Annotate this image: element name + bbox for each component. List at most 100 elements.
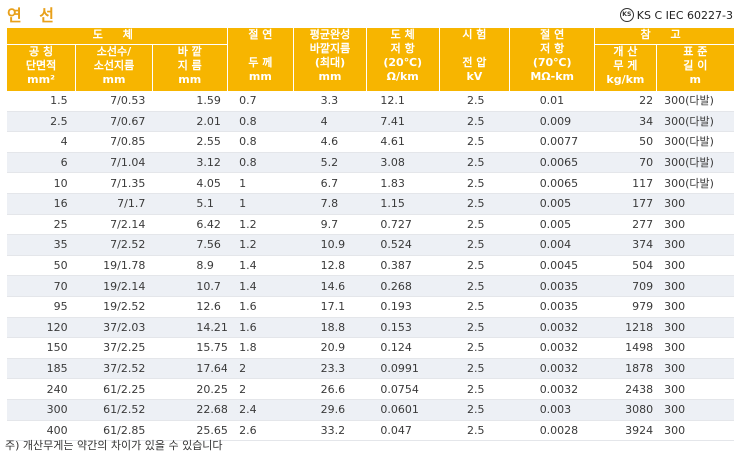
table-cell: 9.7	[293, 214, 367, 236]
table-row: 10 7/1.35 4.05 1 6.7 1.83 2.5 0.0065 117 300(다발)	[7, 172, 734, 194]
table-cell: 8.9	[152, 255, 228, 277]
table-cell: 12.1	[366, 91, 440, 112]
table-cell: 0.01	[509, 91, 595, 112]
table-cell: 120	[7, 317, 76, 339]
table-cell: 1.4	[227, 275, 294, 297]
table-cell: 19/2.14	[75, 275, 153, 297]
table-cell: 240	[7, 378, 76, 400]
table-cell: 3.08	[366, 152, 440, 174]
table-row: 1.5 7/0.53 1.59 0.7 3.3 12.1 2.5 0.01 22 300(다발)	[7, 91, 734, 112]
table-cell: 3924	[594, 420, 657, 442]
table-cell: 300	[656, 296, 734, 318]
table-cell: 0.727	[366, 214, 440, 236]
table-cell: 2.5	[439, 275, 510, 297]
table-cell: 2.5	[439, 234, 510, 256]
table-cell: 3.3	[293, 91, 367, 112]
table-cell: 61/2.85	[75, 420, 153, 442]
table-cell: 1.6	[227, 317, 294, 339]
table-cell: 14.21	[152, 317, 228, 339]
table-cell: 12.8	[293, 255, 367, 277]
table-cell: 35	[7, 234, 76, 256]
table-cell: 1878	[594, 358, 657, 380]
table-cell: 300	[656, 420, 734, 442]
table-cell: 15.75	[152, 337, 228, 359]
table-cell: 4.6	[293, 131, 367, 153]
table-cell: 70	[7, 275, 76, 297]
table-cell: 50	[7, 255, 76, 277]
table-cell: 0.0754	[366, 378, 440, 400]
table-cell: 2.5	[439, 152, 510, 174]
table-cell: 2.5	[439, 296, 510, 318]
standard-text: KS C IEC 60227-3	[636, 8, 733, 22]
table-cell: 6.7	[293, 172, 367, 194]
table-cell: 2.01	[152, 111, 228, 133]
table-cell: 7/0.67	[75, 111, 153, 133]
standard-label: KS KS C IEC 60227-3	[619, 8, 733, 22]
table-cell: 300	[656, 275, 734, 297]
table-cell: 7/2.52	[75, 234, 153, 256]
table-cell: 1.2	[227, 234, 294, 256]
table-cell: 2	[227, 358, 294, 380]
table-cell: 14.6	[293, 275, 367, 297]
table-cell: 300	[7, 399, 76, 421]
table-cell: 300(다발)	[656, 111, 734, 133]
table-cell: 23.3	[293, 358, 367, 380]
table-cell: 1	[227, 193, 294, 215]
table-cell: 2.5	[7, 111, 76, 133]
table-cell: 0.8	[227, 131, 294, 153]
table-cell: 300	[656, 399, 734, 421]
table-cell: 16	[7, 193, 76, 215]
table-cell: 6	[7, 152, 76, 174]
table-row: 4 7/0.85 2.55 0.8 4.6 4.61 2.5 0.0077 50 300(다발)	[7, 131, 734, 153]
table-cell: 3080	[594, 399, 657, 421]
table-cell: 300	[656, 193, 734, 215]
table-cell: 300	[656, 378, 734, 400]
table-cell: 1.4	[227, 255, 294, 277]
table-cell: 25	[7, 214, 76, 236]
table-cell: 2.5	[439, 91, 510, 112]
table-cell: 2.5	[439, 111, 510, 133]
table-cell: 7.41	[366, 111, 440, 133]
table-cell: 0.0065	[509, 152, 595, 174]
table-cell: 34	[594, 111, 657, 133]
table-row: 50 19/1.78 8.9 1.4 12.8 0.387 2.5 0.0045 504 300	[7, 255, 734, 277]
table-cell: 4.05	[152, 172, 228, 194]
table-cell: 0.0991	[366, 358, 440, 380]
table-cell: 300(다발)	[656, 172, 734, 194]
table-cell: 37/2.03	[75, 317, 153, 339]
table-cell: 4	[293, 111, 367, 133]
table-cell: 0.005	[509, 214, 595, 236]
table-cell: 2.5	[439, 420, 510, 442]
table-cell: 0.0035	[509, 296, 595, 318]
table-cell: 0.153	[366, 317, 440, 339]
table-cell: 300	[656, 255, 734, 277]
table-cell: 0.003	[509, 399, 595, 421]
table-cell: 374	[594, 234, 657, 256]
table-cell: 1.8	[227, 337, 294, 359]
table-cell: 185	[7, 358, 76, 380]
table-cell: 0.193	[366, 296, 440, 318]
table-row: 95 19/2.52 12.6 1.6 17.1 0.193 2.5 0.0035 979 300	[7, 296, 734, 318]
table-cell: 26.6	[293, 378, 367, 400]
table-cell: 2.4	[227, 399, 294, 421]
table-cell: 7/1.35	[75, 172, 153, 194]
table-row: 35 7/2.52 7.56 1.2 10.9 0.524 2.5 0.004 374 300	[7, 234, 734, 256]
table-cell: 7/1.04	[75, 152, 153, 174]
table-cell: 2.55	[152, 131, 228, 153]
table-cell: 300	[656, 234, 734, 256]
table-cell: 2.5	[439, 193, 510, 215]
table-cell: 0.0045	[509, 255, 595, 277]
table-cell: 0.0032	[509, 337, 595, 359]
table-cell: 70	[594, 152, 657, 174]
table-cell: 17.64	[152, 358, 228, 380]
table-cell: 37/2.52	[75, 358, 153, 380]
table-cell: 0.0028	[509, 420, 595, 442]
table-cell: 300	[656, 358, 734, 380]
table-cell: 0.0032	[509, 378, 595, 400]
table-cell: 0.0065	[509, 172, 595, 194]
table-row: 25 7/2.14 6.42 1.2 9.7 0.727 2.5 0.005 277 300	[7, 214, 734, 236]
table-cell: 25.65	[152, 420, 228, 442]
